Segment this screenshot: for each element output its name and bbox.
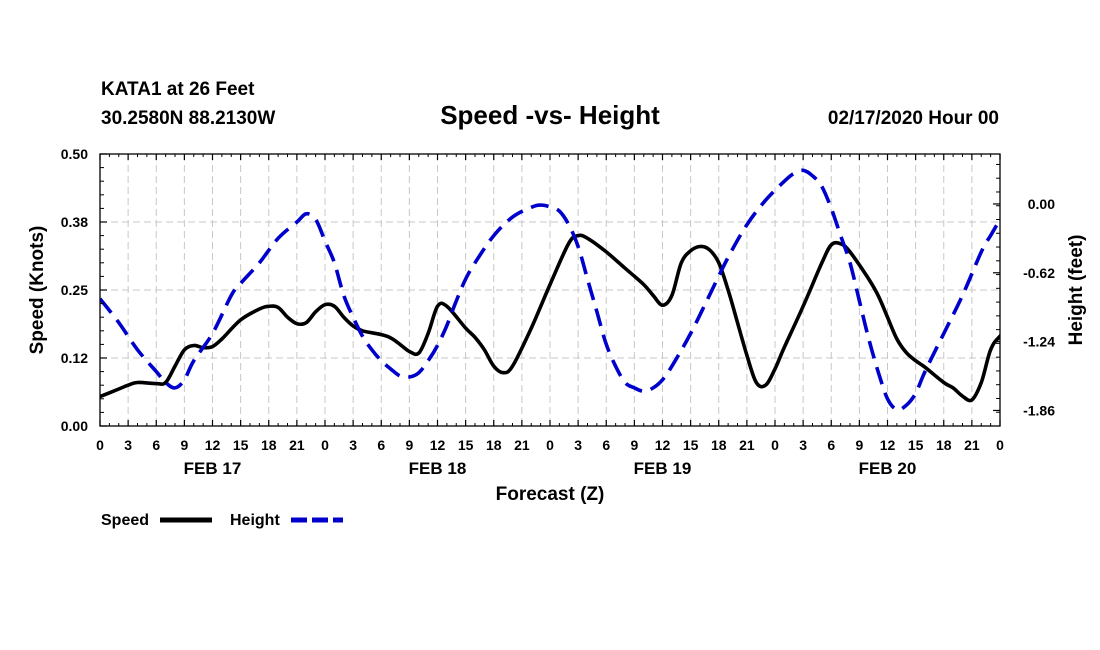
x-tick-label: 6 (152, 437, 160, 453)
x-tick-label: 15 (683, 437, 699, 453)
x-tick-label: 3 (349, 437, 357, 453)
x-tick-label: 12 (430, 437, 446, 453)
x-tick-label: 3 (574, 437, 582, 453)
axes: 0 3 6 9 12 15 18 21 0 3 6 9 12 15 18 21 0 3 6 9 12 15 18 21 0 3 6 9… (61, 146, 1055, 478)
x-tick-label: 15 (908, 437, 924, 453)
x-tick-label: 9 (855, 437, 863, 453)
day-label: FEB 20 (859, 459, 917, 478)
x-axis-label: Forecast (Z) (496, 484, 605, 505)
day-label: FEB 19 (634, 459, 692, 478)
x-tick-label: 12 (205, 437, 221, 453)
x-tick-label: 12 (655, 437, 671, 453)
left-y-tick-label: 0.12 (61, 350, 88, 366)
x-tick-label: 15 (458, 437, 474, 453)
speed-series-line (100, 233, 1000, 403)
x-tick-label: 3 (799, 437, 807, 453)
x-tick-label: 21 (289, 437, 305, 453)
x-tick-label: 18 (711, 437, 727, 453)
station-label: KATA1 at 26 Feet (101, 79, 255, 100)
forecast-time-label: 02/17/2020 Hour 00 (828, 108, 999, 129)
x-tick-label: 21 (739, 437, 755, 453)
x-tick-label: 18 (486, 437, 502, 453)
left-y-tick-label: 0.38 (61, 214, 88, 230)
x-tick-label: 9 (180, 437, 188, 453)
right-y-tick-label: -0.62 (1023, 265, 1055, 281)
legend-height-label: Height (230, 512, 280, 529)
x-tick-label: 12 (880, 437, 896, 453)
right-y-tick-label: 0.00 (1028, 196, 1055, 212)
left-axis-label: Speed (Knots) (27, 226, 48, 355)
x-tick-label: 0 (546, 437, 554, 453)
x-tick-label: 21 (964, 437, 980, 453)
right-y-tick-label: -1.86 (1023, 402, 1055, 418)
x-tick-label: 9 (405, 437, 413, 453)
legend-speed-label: Speed (101, 512, 149, 529)
x-tick-label: 6 (827, 437, 835, 453)
x-tick-label: 0 (771, 437, 779, 453)
chart-title: Speed -vs- Height (440, 100, 660, 130)
x-tick-label: 3 (124, 437, 132, 453)
left-y-tick-label: 0.00 (61, 418, 88, 434)
x-tick-label: 18 (261, 437, 277, 453)
left-y-tick-label: 0.25 (61, 282, 88, 298)
series-layer (100, 168, 1000, 412)
x-tick-label: 0 (96, 437, 104, 453)
day-label: FEB 17 (184, 459, 242, 478)
day-label: FEB 18 (409, 459, 467, 478)
gridlines (100, 154, 1000, 426)
x-tick-label: 21 (514, 437, 530, 453)
x-tick-label: 6 (602, 437, 610, 453)
legend: Speed Height (101, 512, 343, 529)
right-y-tick-label: -1.24 (1023, 334, 1055, 350)
left-y-tick-label: 0.50 (61, 146, 88, 162)
x-tick-label: 18 (936, 437, 952, 453)
x-tick-label: 0 (321, 437, 329, 453)
x-tick-label: 9 (630, 437, 638, 453)
x-tick-label: 15 (233, 437, 249, 453)
location-label: 30.2580N 88.2130W (101, 108, 275, 129)
height-series-line (100, 168, 1000, 412)
x-tick-label: 0 (996, 437, 1004, 453)
x-tick-label: 6 (377, 437, 385, 453)
right-axis-label: Height (feet) (1066, 235, 1087, 346)
